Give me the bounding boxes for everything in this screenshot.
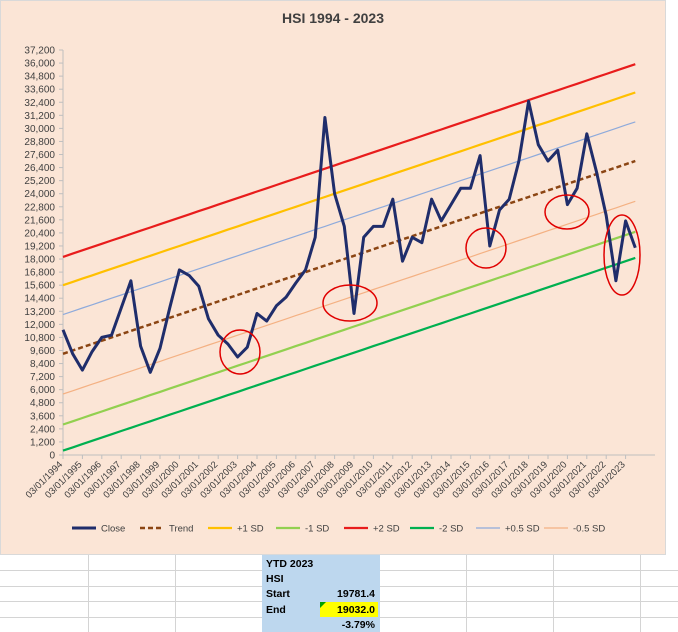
y-tick-label: 13,200 [24, 307, 55, 318]
chart-title: HSI 1994 - 2023 [282, 10, 384, 26]
y-tick-label: 6,000 [30, 385, 55, 396]
y-tick-label: 26,400 [24, 163, 55, 174]
ytd-start-label: Start [266, 588, 290, 600]
y-tick-label: 4,800 [30, 398, 55, 409]
y-tick-label: 19,200 [24, 241, 55, 252]
y-tick-label: 7,200 [30, 372, 55, 383]
series-line [61, 99, 637, 374]
y-tick-label: 22,800 [24, 202, 55, 213]
ytd-start: 19781.4 [337, 588, 375, 600]
y-tick-label: 33,600 [24, 85, 55, 96]
end-highlight [320, 602, 378, 617]
ytd-title: YTD 2023 [266, 558, 313, 570]
ytd-end-label: End [266, 604, 286, 616]
y-tick-label: 25,200 [24, 176, 55, 187]
y-tick-label: 14,400 [24, 294, 55, 305]
chart-area [0, 0, 666, 555]
legend-label: -2 SD [439, 524, 463, 535]
y-tick-label: 8,400 [30, 359, 55, 370]
chart: HSI 1994 - 2023 0 1,200 2,400 3,600 4,800 6,0… [0, 0, 666, 555]
y-tick-label: 31,200 [24, 111, 55, 122]
legend-label: +0.5 SD [505, 524, 540, 535]
legend-label: -1 SD [305, 524, 329, 535]
series-line [62, 121, 636, 316]
y-tick-label: 20,400 [24, 228, 55, 239]
legend-label: -0.5 SD [573, 524, 605, 535]
y-tick-label: 1,200 [30, 437, 55, 448]
ytd-index: HSI [266, 573, 284, 585]
series-line [62, 256, 636, 452]
y-tick-label: 3,600 [30, 411, 55, 422]
y-tick-label: 12,000 [24, 320, 55, 331]
y-tick-label: 30,000 [24, 124, 55, 135]
legend-label: +1 SD [237, 524, 264, 535]
y-tick-label: 27,600 [24, 150, 55, 161]
annotations [219, 194, 641, 375]
y-tick-label: 32,400 [24, 98, 55, 109]
y-tick-label: 37,200 [24, 46, 55, 57]
y-tick-label: 24,000 [24, 189, 55, 200]
y-tick-label: 16,800 [24, 268, 55, 279]
series-line [62, 91, 636, 287]
ytd-box [262, 555, 380, 632]
y-tick-label: 0 [49, 451, 55, 462]
y-tick-label: 28,800 [24, 137, 55, 148]
series-line [62, 230, 636, 426]
ytd-change: -3.79% [342, 619, 376, 631]
y-tick-label: 9,600 [30, 346, 55, 357]
ytd-end: 19032.0 [337, 604, 375, 616]
y-tick-label: 36,000 [24, 59, 55, 70]
y-tick-label: 18,000 [24, 255, 55, 266]
y-tick-label: 10,800 [24, 333, 55, 344]
series-line [62, 63, 636, 258]
series-line [62, 200, 636, 395]
legend-label: Close [101, 524, 125, 535]
y-tick-label: 21,600 [24, 215, 55, 226]
legend-label: +2 SD [373, 524, 400, 535]
y-tick-label: 34,800 [24, 72, 55, 83]
legend-label: Trend [169, 524, 193, 535]
series-line [62, 159, 636, 355]
y-tick-label: 15,600 [24, 281, 55, 292]
y-tick-label: 2,400 [30, 424, 55, 435]
cell-flag [320, 602, 326, 608]
